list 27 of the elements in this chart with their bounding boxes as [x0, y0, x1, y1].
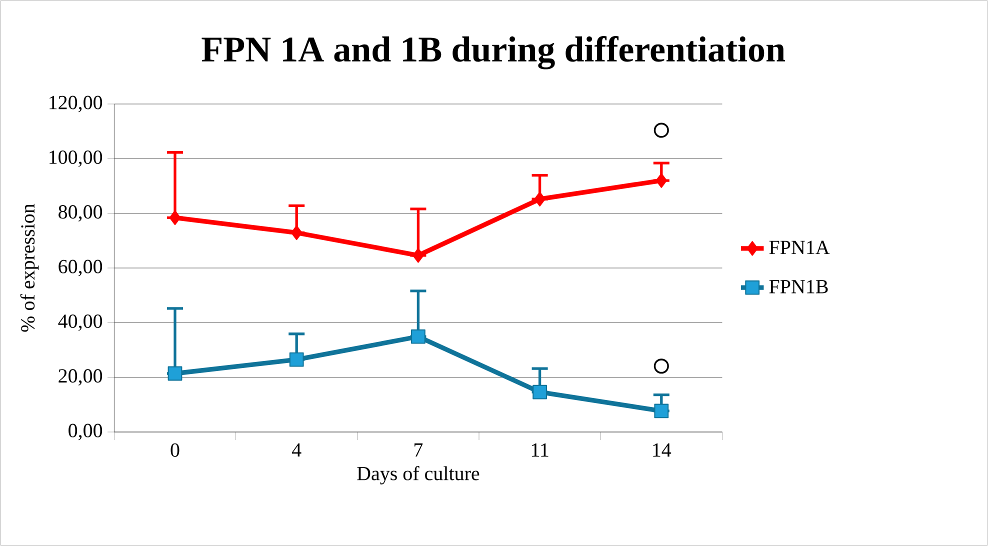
point — [290, 225, 302, 240]
y-tick-label: 40,00 — [58, 314, 102, 331]
legend-label: FPN1A — [769, 240, 830, 254]
point — [656, 173, 668, 188]
point — [289, 352, 304, 367]
x-tick-label: 0 — [170, 443, 180, 457]
point — [411, 329, 426, 344]
y-tick-label: 120,00 — [50, 96, 102, 112]
y-tick-label: 0,00 — [68, 424, 102, 440]
chart-title: FPN 1A and 1B during differentiation — [202, 36, 786, 70]
x-tick-label: 7 — [414, 443, 423, 456]
point — [534, 192, 546, 206]
point — [412, 248, 424, 263]
y-tick-label: 60,00 — [58, 260, 102, 276]
y-tick-label: 20,00 — [58, 369, 102, 386]
point — [169, 210, 181, 226]
y-tick-label: 80,00 — [58, 205, 102, 222]
y-tick-label: 100,00 — [50, 150, 102, 167]
point — [168, 366, 182, 381]
point — [532, 384, 548, 400]
x-tick-label: 11 — [532, 443, 548, 457]
x-tick-label: 14 — [653, 443, 672, 457]
y-axis-title: % of expression — [20, 204, 39, 332]
point — [654, 404, 669, 418]
x-tick-label: 4 — [292, 443, 302, 457]
legend-label: FPN1B — [769, 280, 828, 294]
x-axis-title: Days of culture — [357, 466, 480, 484]
